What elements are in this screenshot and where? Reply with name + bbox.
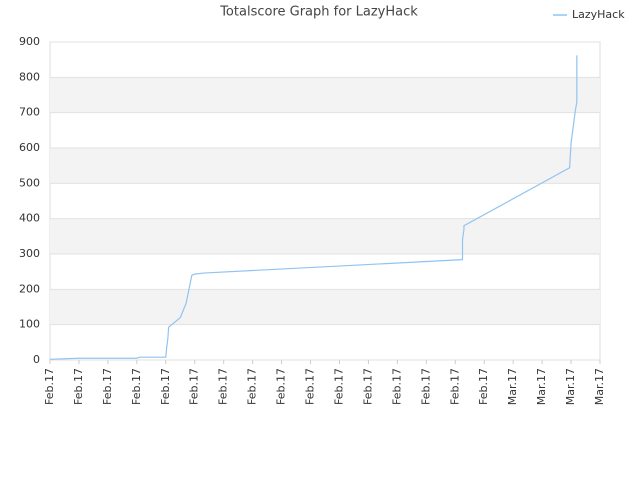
x-tick-label: Feb.17: [217, 368, 230, 405]
y-tick-label: 600: [19, 141, 40, 154]
x-tick-label: Feb.17: [477, 368, 490, 405]
y-tick-label: 300: [19, 247, 40, 260]
x-tick-label: Feb.17: [246, 368, 259, 405]
x-tick-label: Feb.17: [159, 368, 172, 405]
x-tick-label: Mar.17: [535, 368, 548, 405]
grid-band: [50, 289, 600, 325]
y-tick-label: 100: [19, 318, 40, 331]
x-tick-label: Feb.17: [101, 368, 114, 405]
legend-label: LazyHack: [572, 8, 625, 21]
x-tick-label: Mar.17: [593, 368, 606, 405]
x-tick-label: Mar.17: [506, 368, 519, 405]
chart-title: Totalscore Graph for LazyHack: [219, 5, 418, 20]
y-tick-label: 400: [19, 212, 40, 225]
y-tick-label: 200: [19, 282, 40, 295]
x-tick-label: Feb.17: [304, 368, 317, 405]
x-tick-label: Feb.17: [130, 368, 143, 405]
x-tick-label: Feb.17: [419, 368, 432, 405]
x-tick-label: Mar.17: [564, 368, 577, 405]
y-tick-label: 900: [19, 35, 40, 48]
grid-band: [50, 148, 600, 184]
series-line: [49, 55, 578, 360]
y-tick-label: 700: [19, 106, 40, 119]
grid-band: [50, 218, 600, 254]
x-tick-label: Feb.17: [332, 368, 345, 405]
x-tick-label: Feb.17: [43, 368, 56, 405]
y-tick-label: 500: [19, 176, 40, 189]
x-tick-label: Feb.17: [188, 368, 201, 405]
x-tick-label: Feb.17: [72, 368, 85, 405]
y-tick-label: 0: [33, 353, 40, 366]
x-tick-label: Feb.17: [275, 368, 288, 405]
x-tick-label: Feb.17: [448, 368, 461, 405]
x-tick-label: Feb.17: [361, 368, 374, 405]
grid-band: [50, 77, 600, 113]
y-tick-label: 800: [19, 70, 40, 83]
x-tick-label: Feb.17: [390, 368, 403, 405]
